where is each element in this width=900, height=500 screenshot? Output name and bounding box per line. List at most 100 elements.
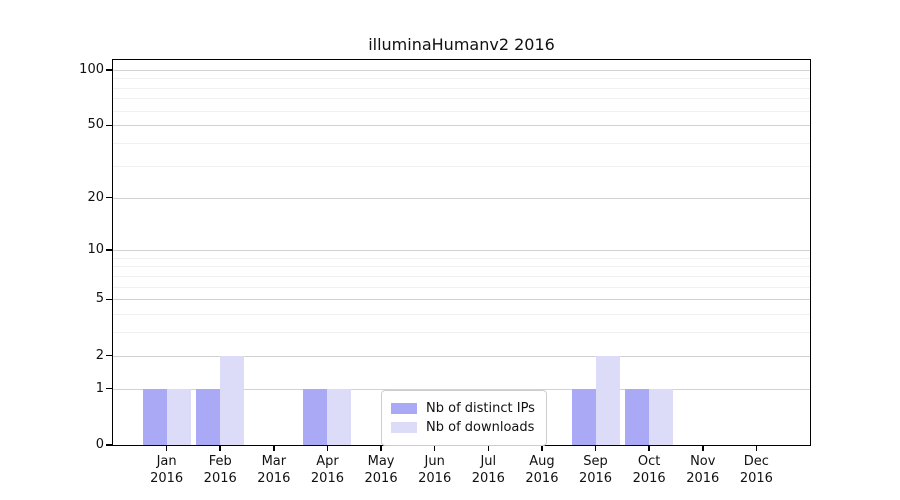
legend-swatch-distinct-ips (391, 403, 417, 414)
x-tick-label-line: 2016 (418, 471, 452, 486)
x-tick-label-line: 2016 (739, 471, 773, 486)
x-tick-label-line: 2016 (150, 471, 184, 486)
legend-label-distinct-ips: Nb of distinct IPs (426, 401, 535, 416)
grid-line-minor (113, 110, 810, 112)
legend-item-distinct-ips: Nb of distinct IPs (391, 400, 535, 417)
x-tick-mark (380, 445, 382, 451)
grid-line-minor (113, 275, 810, 277)
x-tick-label-line: Apr (316, 454, 339, 469)
x-tick-label: Dec 2016 (740, 453, 773, 487)
x-tick-label: Jul 2016 (472, 453, 505, 487)
bar-distinct-ips-jan (142, 388, 167, 445)
x-tick-label-line: Oct (637, 454, 661, 469)
legend: Nb of distinct IPs Nb of downloads (381, 390, 547, 446)
grid-line-minor (113, 314, 810, 316)
x-tick-label: Feb 2016 (204, 453, 237, 487)
grid-line-minor (113, 257, 810, 259)
grid-line-major (113, 69, 810, 71)
x-tick-label-line: Jan (156, 454, 177, 469)
legend-label-downloads: Nb of downloads (426, 420, 535, 435)
x-tick-label-line: 2016 (471, 471, 505, 486)
x-tick-label: Jun 2016 (418, 453, 451, 487)
grid-line-major (113, 250, 810, 252)
y-tick-mark (106, 298, 112, 301)
x-tick-label-line: Jul (480, 454, 497, 469)
grid-line-major (113, 197, 810, 199)
x-tick-label-line: 2016 (364, 471, 398, 486)
grid-line-minor (113, 286, 810, 288)
x-tick-mark (165, 445, 168, 451)
y-tick-mark (106, 249, 112, 251)
x-tick-label: Nov 2016 (686, 453, 719, 487)
bar-downloads-sep (595, 355, 620, 445)
x-tick-label-line: Aug (529, 454, 555, 469)
legend-swatch-downloads (391, 422, 417, 433)
y-tick-mark (106, 69, 112, 71)
x-tick-label-line: Jun (424, 454, 445, 469)
x-tick-label: May 2016 (365, 453, 398, 487)
x-tick-mark (273, 445, 275, 451)
chart-title: illuminaHumanv2 2016 (368, 35, 555, 54)
y-tick-label: 5 (95, 291, 104, 307)
x-tick-mark (702, 445, 704, 451)
y-tick-label: 10 (87, 242, 104, 258)
legend-item-downloads: Nb of downloads (391, 419, 535, 436)
bar-downloads-apr (327, 388, 352, 445)
plot-area: Nb of distinct IPs Nb of downloads (112, 59, 811, 446)
grid-line-major (113, 125, 810, 127)
y-tick-mark (106, 354, 112, 357)
y-tick-mark (106, 444, 112, 446)
x-tick-label-line: 2016 (257, 471, 291, 486)
grid-line-minor (113, 78, 810, 80)
x-tick-mark (594, 445, 597, 451)
x-tick-label-line: Nov (690, 454, 716, 469)
bar-distinct-ips-apr (303, 388, 328, 445)
x-tick-label-line: Dec (743, 454, 769, 469)
y-tick-label: 1 (95, 380, 104, 396)
x-tick-label: Apr 2016 (311, 453, 344, 487)
y-tick-label: 2 (95, 347, 104, 363)
x-tick-mark (648, 445, 650, 451)
x-tick-mark (326, 445, 329, 451)
grid-line-major (113, 388, 810, 390)
bar-distinct-ips-feb (196, 388, 221, 445)
bar-distinct-ips-sep (571, 388, 596, 445)
x-tick-label-line: 2016 (203, 471, 237, 486)
x-tick-label-line: 2016 (686, 471, 720, 486)
bar-distinct-ips-oct (625, 388, 650, 445)
grid-line-minor (113, 87, 810, 89)
x-tick-label-line: Feb (208, 454, 232, 469)
x-tick-mark (755, 445, 758, 451)
y-tick-label: 100 (79, 61, 104, 77)
grid-line-minor (113, 266, 810, 268)
x-tick-label: Sep 2016 (579, 453, 612, 487)
x-tick-mark (487, 445, 490, 451)
x-tick-label-line: 2016 (525, 471, 559, 486)
x-tick-label-line: May (367, 454, 395, 469)
grid-line-major (113, 299, 810, 301)
x-tick-mark (541, 445, 543, 451)
x-tick-label-line: 2016 (578, 471, 613, 486)
y-tick-label: 50 (87, 117, 104, 133)
x-tick-label: Mar 2016 (257, 453, 290, 487)
x-tick-mark (433, 445, 436, 451)
y-tick-mark (106, 387, 112, 390)
x-tick-label-line: 2016 (632, 471, 666, 486)
y-tick-mark (106, 196, 112, 199)
bar-downloads-jan (166, 388, 191, 445)
grid-line-minor (113, 332, 810, 334)
x-tick-label: Oct 2016 (633, 453, 666, 487)
x-tick-label-line: Sep (583, 454, 608, 469)
grid-line-major (113, 355, 810, 357)
bar-downloads-feb (220, 355, 245, 445)
bar-downloads-oct (649, 388, 674, 445)
x-tick-mark (219, 445, 221, 451)
x-tick-label: Jan 2016 (150, 453, 183, 487)
x-tick-label: Aug 2016 (525, 453, 558, 487)
x-tick-label-line: 2016 (310, 471, 344, 486)
y-tick-mark (106, 124, 112, 127)
grid-line-minor (113, 143, 810, 145)
grid-line-minor (113, 165, 810, 167)
grid-line-minor (113, 98, 810, 100)
